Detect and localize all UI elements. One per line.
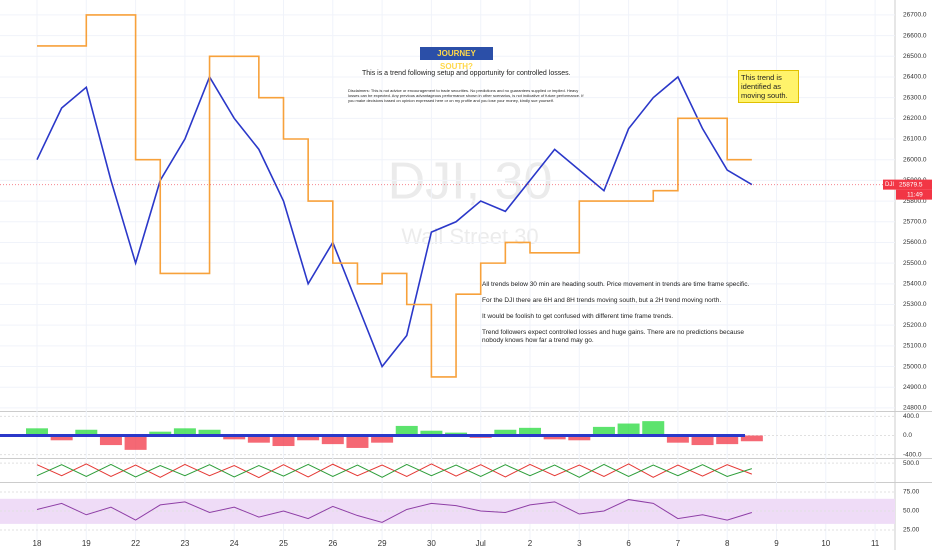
histogram-bar — [75, 429, 98, 436]
x-tick-label: 24 — [230, 539, 239, 548]
x-tick-label: 18 — [33, 539, 42, 548]
price-line — [36, 75, 753, 369]
symbol-tag: DJI — [885, 182, 894, 188]
histogram-bar — [149, 431, 172, 436]
watermark: DJI, 30 — [388, 153, 553, 211]
annotation: Trend followers expect controlled losses… — [482, 329, 744, 344]
y-tick-label: 26200.0 — [903, 115, 927, 122]
histogram-bar — [223, 435, 246, 440]
y-tick-label: 500.0 — [903, 460, 920, 467]
symbol-tag-bg — [883, 179, 896, 190]
y-tick-label: 26700.0 — [903, 12, 927, 19]
y-tick-label: 75.00 — [903, 489, 920, 496]
histogram-bar — [297, 435, 320, 441]
histogram-bar — [691, 435, 714, 446]
y-tick-label: 26500.0 — [903, 53, 927, 60]
histogram-bar — [519, 427, 541, 436]
x-tick-label: Jul — [476, 539, 486, 548]
y-tick-label: 25800.0 — [903, 198, 927, 205]
y-tick-label: 26100.0 — [903, 136, 927, 143]
x-tick-label: 19 — [82, 539, 91, 548]
price-tag-bg — [896, 179, 932, 190]
y-tick-label: 25000.0 — [903, 363, 927, 370]
y-tick-label: 25400.0 — [903, 281, 927, 288]
annotation: For the DJI there are 6H and 8H trends m… — [482, 297, 722, 304]
y-tick-label: 26300.0 — [903, 94, 927, 101]
x-tick-label: 2 — [528, 539, 533, 548]
price-tag: 25879.5 — [899, 181, 923, 188]
histogram-bar — [716, 435, 739, 445]
x-tick-label: 10 — [821, 539, 830, 548]
histogram-bar — [321, 435, 344, 445]
histogram-bar — [198, 429, 221, 436]
y-tick-label: 25500.0 — [903, 260, 927, 267]
histogram-bar — [543, 435, 566, 440]
histogram-bar — [740, 435, 763, 442]
histogram-bar — [272, 435, 295, 447]
x-tick-label: 11 — [871, 539, 880, 548]
annotations: All trends below 30 min are heading sout… — [482, 281, 752, 353]
histogram-bar — [247, 435, 270, 443]
histogram-bar — [568, 435, 591, 441]
histogram-bar — [642, 421, 665, 436]
subtitle: This is a trend following setup and oppo… — [362, 70, 571, 77]
x-tick-label: 25 — [279, 539, 288, 548]
y-tick-label: 25100.0 — [903, 343, 927, 350]
histogram-bar — [99, 435, 122, 446]
y-tick-label: 26000.0 — [903, 156, 927, 163]
x-tick-label: 23 — [180, 539, 189, 548]
time-tag: 11:49 — [907, 191, 923, 198]
y-tick-label: 26400.0 — [903, 74, 927, 81]
x-tick-label: 30 — [427, 539, 436, 548]
x-tick-label: 7 — [676, 539, 681, 548]
y-tick-label: 400.0 — [903, 413, 920, 420]
x-tick-label: 6 — [626, 539, 631, 548]
annotation: All trends below 30 min are heading sout… — [482, 281, 750, 288]
y-tick-label: 24900.0 — [903, 384, 927, 391]
y-tick-label: 24800.0 — [903, 405, 927, 412]
histogram-bar — [346, 435, 369, 448]
y-tick-label: 25.00 — [903, 527, 920, 534]
y-tick-label: 25200.0 — [903, 322, 927, 329]
y-tick-label: 26600.0 — [903, 32, 927, 39]
indicator-line — [36, 499, 752, 523]
indicator-line — [36, 463, 753, 478]
histogram-bar — [173, 428, 196, 436]
histogram-bar — [494, 429, 517, 436]
x-tick-label: 9 — [774, 539, 779, 548]
title-box: JOURNEY SOUTH? — [420, 47, 493, 71]
watermark-sub: Wall Street 30 — [401, 224, 538, 249]
y-tick-label: 25600.0 — [903, 239, 927, 246]
y-tick-label: 25700.0 — [903, 218, 927, 225]
annotation: It would be foolish to get confused with… — [482, 313, 674, 320]
x-tick-label: 8 — [725, 539, 730, 548]
y-tick-label: 50.00 — [903, 508, 920, 515]
x-tick-label: 22 — [131, 539, 140, 548]
stop-line — [37, 14, 752, 378]
y-tick-label: -400.0 — [903, 451, 922, 458]
histogram-bar — [50, 435, 73, 441]
y-tick-label: 25300.0 — [903, 301, 927, 308]
histogram-bar — [371, 435, 394, 443]
histogram-bar — [592, 426, 615, 436]
histogram-bar — [124, 435, 147, 450]
histogram-bar — [666, 435, 689, 443]
y-tick-label: 0.0 — [903, 432, 912, 439]
time-tag-bg — [896, 189, 932, 200]
x-tick-label: 29 — [378, 539, 387, 548]
histogram-bar — [420, 430, 443, 436]
histogram-bar — [395, 425, 418, 436]
disclaimer: Disclaimers: This is not advice or encou… — [348, 88, 584, 103]
histogram-bar — [617, 423, 640, 436]
callout: This trend is identified as moving south… — [738, 70, 799, 103]
histogram-bar — [26, 428, 48, 436]
x-tick-label: 3 — [577, 539, 582, 548]
x-tick-label: 26 — [328, 539, 337, 548]
